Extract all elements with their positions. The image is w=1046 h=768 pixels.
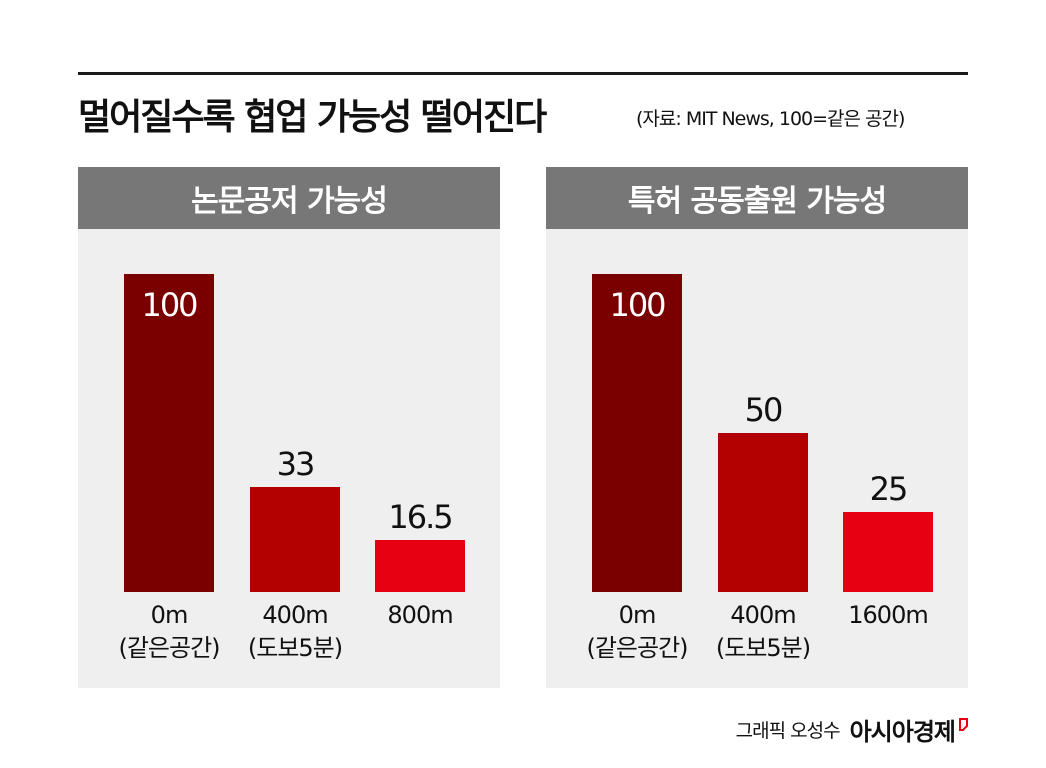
category-label: 400m (도보5분) <box>698 599 828 665</box>
brand-mark-icon <box>959 717 968 731</box>
credit-line: 그래픽 오성수 아시아경제 <box>736 712 968 747</box>
bar-value-label: 25 <box>869 470 909 508</box>
category-label-line: 400m <box>262 601 328 629</box>
bar-value-label: 16.5 <box>388 498 453 536</box>
bar <box>375 540 465 592</box>
panel-patent-co-application: 특허 공동출원 가능성 100 0m (같은공간) 50 400m (도보5분) 25 160… <box>546 167 968 688</box>
category-label: 0m (같은공간) <box>572 599 702 665</box>
bar <box>843 512 933 592</box>
brand-name: 아시아경제 <box>849 718 956 746</box>
panel-title: 논문공저 가능성 <box>78 167 500 229</box>
bar-plot: 100 0m (같은공간) 33 400m (도보5분) 16.5 800m <box>78 229 500 688</box>
chart-title: 멀어질수록 협업 가능성 떨어진다 <box>78 97 547 138</box>
bar-value-label: 33 <box>276 445 316 483</box>
bar-plot: 100 0m (같은공간) 50 400m (도보5분) 25 1600m <box>546 229 968 688</box>
title-row: 멀어질수록 협업 가능성 떨어진다 (자료: MIT News, 100=같은 … <box>78 88 968 138</box>
bar-value-label: 100 <box>141 286 198 324</box>
category-label: 0m (같은공간) <box>104 599 234 665</box>
graphic-credit: 그래픽 오성수 <box>735 720 841 742</box>
bar <box>124 274 214 592</box>
panel-title: 특허 공동출원 가능성 <box>546 167 968 229</box>
bar-value-label: 50 <box>744 391 784 429</box>
category-label-line: (같은공간) <box>586 634 688 662</box>
top-rule <box>78 72 968 75</box>
category-label-line: 800m <box>387 601 453 629</box>
category-label-line: 1600m <box>848 601 928 629</box>
category-label: 800m <box>355 599 485 632</box>
category-label: 400m (도보5분) <box>230 599 360 665</box>
bar <box>718 433 808 592</box>
panel-paper-coauthorship: 논문공저 가능성 100 0m (같은공간) 33 400m (도보5분) 16.5 800m <box>78 167 500 688</box>
bar <box>250 487 340 592</box>
category-label-line: (도보5분) <box>715 634 811 662</box>
category-label-line: (같은공간) <box>118 634 220 662</box>
category-label-line: 0m <box>150 601 189 629</box>
source-note: (자료: MIT News, 100=같은 공간) <box>636 108 905 130</box>
category-label: 1600m <box>823 599 953 632</box>
category-label-line: 0m <box>618 601 657 629</box>
category-label-line: 400m <box>730 601 796 629</box>
bar <box>592 274 682 592</box>
category-label-line: (도보5분) <box>247 634 343 662</box>
bar-value-label: 100 <box>609 286 666 324</box>
